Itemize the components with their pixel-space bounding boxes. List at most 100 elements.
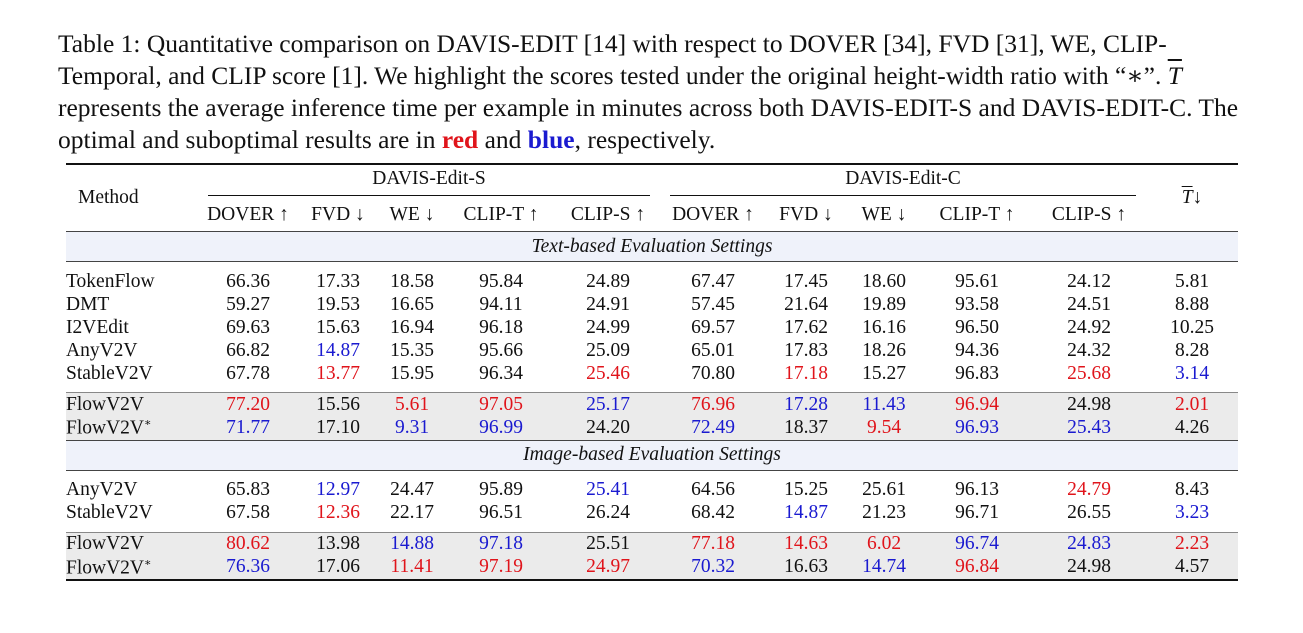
value-cell: 25.51 [556,531,660,556]
value-cell: 24.47 [390,479,434,500]
group-header-s: DAVIS-Edit-S [198,165,660,199]
value-cell: 15.35 [390,339,434,361]
value-cell: 96.13 [955,479,999,500]
value-cell: 3.23 [1174,502,1210,523]
value-cell: 96.71 [955,502,999,523]
value-cell: 96.74 [922,531,1032,556]
metric-header: FVD ↓ [311,204,365,225]
metric-header: CLIP-T ↑ [939,204,1015,225]
value-cell: 67.47 [691,270,735,292]
value-cell: 97.05 [446,392,556,416]
value-cell: 15.25 [784,479,828,500]
method-cell: I2VEdit [66,316,129,338]
value-cell: 77.20 [198,392,298,416]
value-cell: 95.89 [479,479,523,500]
value-cell: 19.89 [862,293,906,315]
value-cell: 69.57 [691,316,735,338]
value-cell: 16.63 [766,555,846,580]
value-cell: 6.02 [846,531,922,556]
method-cell: StableV2V [66,362,153,384]
method-cell: StableV2V [66,502,153,523]
value-cell: 2.23 [1146,531,1238,556]
metric-header: CLIP-S ↑ [1051,204,1127,225]
method-cell: FlowV2V∗ [66,416,198,440]
value-cell: 24.98 [1032,555,1146,580]
value-cell: 97.19 [446,555,556,580]
value-cell: 25.68 [1067,362,1111,384]
value-cell: 57.45 [691,293,735,315]
value-cell: 25.61 [862,479,906,500]
value-cell: 94.11 [479,293,523,315]
table-row: FlowV2V 80.62 13.98 14.88 97.18 25.51 77.18 14.… [66,531,1238,556]
value-cell: 95.61 [955,270,999,292]
value-cell: 95.84 [479,270,523,292]
value-cell: 26.55 [1067,502,1111,523]
value-cell: 25.41 [586,479,630,500]
table-row: I2VEdit 69.63 15.63 16.94 96.18 24.99 69.57 17.… [66,316,1238,339]
value-cell: 80.62 [198,531,298,556]
value-cell: 24.89 [586,270,630,292]
value-cell: 11.43 [846,392,922,416]
value-cell: 13.77 [316,362,360,384]
value-cell: 24.12 [1067,270,1111,292]
method-cell: DMT [66,293,110,315]
method-cell: TokenFlow [66,270,155,292]
value-cell: 11.41 [378,555,446,580]
value-cell: 17.06 [298,555,378,580]
value-cell: 24.92 [1067,316,1111,338]
value-cell: 94.36 [955,339,999,361]
metric-header: FVD ↓ [779,204,833,225]
metric-header-row: DOVER ↑ FVD ↓ WE ↓ CLIP-T ↑ CLIP-S ↑ DOVER ↑ F… [66,199,1238,232]
value-cell: 76.36 [198,555,298,580]
value-cell: 96.94 [922,392,1032,416]
metric-header: WE ↓ [389,204,435,225]
table-row: AnyV2V 65.83 12.97 24.47 95.89 25.41 64.56 15.2… [66,479,1238,502]
value-cell: 25.43 [1032,416,1146,440]
value-cell: 17.33 [316,270,360,292]
value-cell: 96.34 [479,362,523,384]
metric-header: WE ↓ [861,204,907,225]
method-cell: FlowV2V∗ [66,555,198,580]
value-cell: 17.83 [784,339,828,361]
value-cell: 26.24 [586,502,630,523]
value-cell: 24.79 [1067,479,1111,500]
value-cell: 3.14 [1174,362,1210,384]
value-cell: 24.97 [556,555,660,580]
value-cell: 96.84 [922,555,1032,580]
value-cell: 18.37 [766,416,846,440]
value-cell: 65.01 [691,339,735,361]
table-row: AnyV2V 66.82 14.87 15.35 95.66 25.09 65.01 17.8… [66,339,1238,362]
value-cell: 14.74 [846,555,922,580]
value-cell: 24.98 [1032,392,1146,416]
value-cell: 64.56 [691,479,735,500]
value-cell: 12.36 [316,502,360,523]
value-cell: 16.16 [862,316,906,338]
value-cell: 25.46 [586,362,630,384]
method-cell: AnyV2V [66,339,138,361]
value-cell: 25.09 [586,339,630,361]
value-cell: 16.65 [390,293,434,315]
value-cell: 15.95 [390,362,434,384]
table-row: DMT 59.27 19.53 16.65 94.11 24.91 57.45 21.64 19… [66,293,1238,316]
table-row: StableV2V 67.78 13.77 15.95 96.34 25.46 70.80 1… [66,362,1238,385]
table-row: FlowV2V∗ 71.77 17.10 9.31 96.99 24.20 72.49 18.… [66,416,1238,440]
value-cell: 18.26 [862,339,906,361]
value-cell: 96.51 [479,502,523,523]
value-cell: 69.63 [226,316,270,338]
value-cell: 24.32 [1067,339,1111,361]
value-cell: 22.17 [390,502,434,523]
value-cell: 15.56 [298,392,378,416]
value-cell: 25.17 [556,392,660,416]
value-cell: 96.99 [446,416,556,440]
table-row: FlowV2V∗ 76.36 17.06 11.41 97.19 24.97 70.32 16… [66,555,1238,580]
value-cell: 17.28 [766,392,846,416]
value-cell: 68.42 [691,502,735,523]
metric-header: CLIP-S ↑ [570,204,646,225]
value-cell: 24.99 [586,316,630,338]
value-cell: 24.83 [1032,531,1146,556]
value-cell: 72.49 [660,416,766,440]
value-cell: 70.80 [691,362,735,384]
value-cell: 16.94 [390,316,434,338]
value-cell: 17.10 [298,416,378,440]
time-header: T↓ [1181,187,1203,208]
